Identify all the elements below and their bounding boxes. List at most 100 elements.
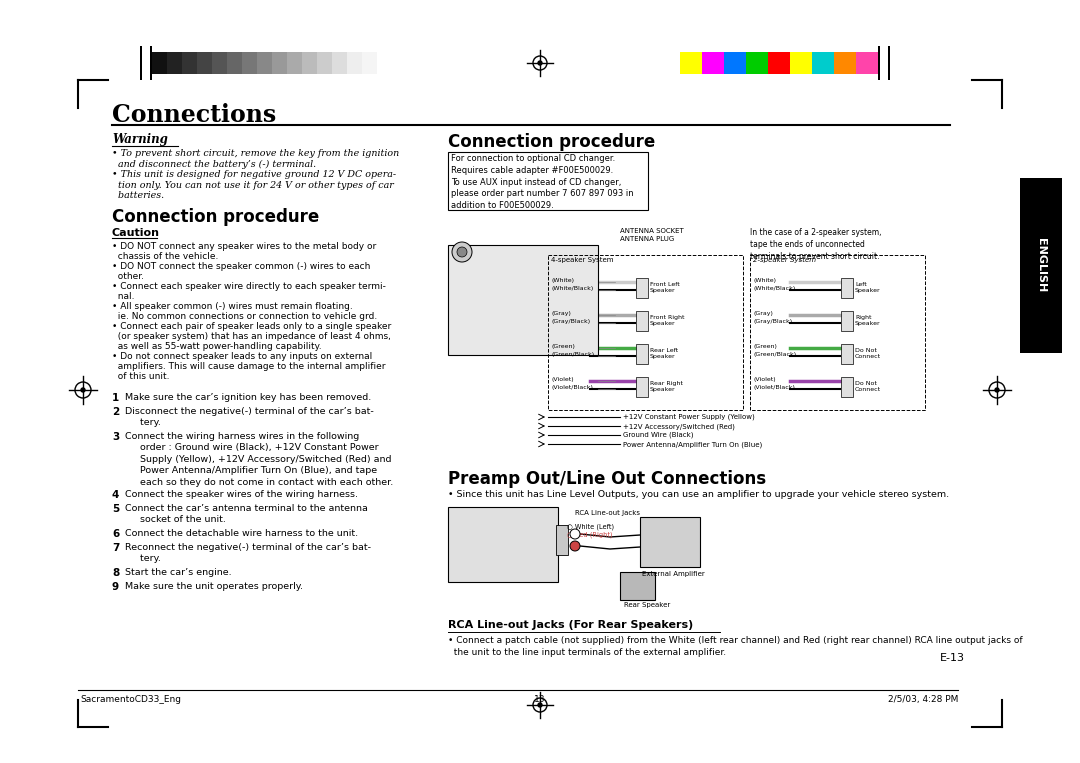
Bar [318,52,332,74]
Circle shape [570,529,580,539]
Bar [841,311,853,331]
Bar [636,311,648,331]
Bar [448,507,558,582]
Bar [834,52,856,74]
Text: • Connect a patch cable (not supplied) from the White (left rear channel) and Re: • Connect a patch cable (not supplied) f… [448,636,1023,657]
Text: ANTENNA SOCKET: ANTENNA SOCKET [620,228,684,234]
Text: RCA Line-out Jacks (For Rear Speakers): RCA Line-out Jacks (For Rear Speakers) [448,620,693,630]
Text: Right
Speaker: Right Speaker [855,315,880,326]
Text: +12V Constant Power Supply (Yellow): +12V Constant Power Supply (Yellow) [623,414,755,420]
Text: 9: 9 [112,582,119,592]
Text: (Gray): (Gray) [552,311,572,316]
Bar [0,0,1080,95]
Text: SacramentoCD33_Eng: SacramentoCD33_Eng [80,695,181,704]
Text: (White): (White) [754,278,777,283]
Bar [197,52,212,74]
Bar [888,46,890,80]
Text: 5: 5 [112,504,119,514]
Text: (Gray): (Gray) [754,311,774,316]
Circle shape [570,541,580,551]
Text: Connect the wiring harness wires in the following
     order : Ground wire (Blac: Connect the wiring harness wires in the … [125,432,393,487]
Text: Do Not
Connect: Do Not Connect [855,381,881,391]
Text: Front Right
Speaker: Front Right Speaker [650,315,685,326]
Text: Make sure the car’s ignition key has been removed.: Make sure the car’s ignition key has bee… [125,393,372,402]
Text: E-13: E-13 [940,653,966,663]
Text: 7: 7 [112,543,120,553]
Text: RCA Line-out Jacks: RCA Line-out Jacks [575,510,640,516]
Bar [841,377,853,397]
Text: Disconnect the negative(-) terminal of the car’s bat-
     tery.: Disconnect the negative(-) terminal of t… [125,407,374,427]
Text: (Green/Black): (Green/Black) [754,352,797,357]
Text: 6: 6 [112,529,119,539]
Text: 2/5/03, 4:28 PM: 2/5/03, 4:28 PM [888,695,958,704]
Bar [332,52,347,74]
Text: (Violet/Black): (Violet/Black) [754,385,796,390]
Circle shape [457,247,467,257]
Text: 4: 4 [112,490,120,500]
Text: For connection to optional CD changer.
Requires cable adapter #F00E500029.
To us: For connection to optional CD changer. R… [451,154,634,210]
Text: ENGLISH: ENGLISH [1036,238,1047,292]
Text: (Green): (Green) [552,344,576,349]
Text: 8: 8 [112,568,119,578]
Text: (Green/Black): (Green/Black) [552,352,595,357]
Text: (Violet): (Violet) [754,377,777,382]
Text: (Gray/Black): (Gray/Black) [552,319,591,324]
Text: (Green): (Green) [754,344,778,349]
Circle shape [453,242,472,262]
Text: 2-speaker System: 2-speaker System [753,257,816,263]
Bar [841,278,853,298]
Bar [212,52,227,74]
Text: Warning: Warning [112,133,167,146]
Text: 13: 13 [535,695,545,704]
Bar [789,52,812,74]
Bar [140,46,141,80]
Bar [287,52,302,74]
Bar [556,525,568,555]
Bar [702,52,724,74]
Text: • Connect each speaker wire directly to each speaker termi-: • Connect each speaker wire directly to … [112,282,386,291]
Text: (Violet): (Violet) [552,377,575,382]
Text: • To prevent short circuit, remove the key from the ignition: • To prevent short circuit, remove the k… [112,149,400,158]
Text: In the case of a 2-speaker system,
tape the ends of unconnected
terminals to pre: In the case of a 2-speaker system, tape … [750,228,881,261]
Text: External Amplifier: External Amplifier [642,571,705,577]
Bar [878,46,879,80]
Bar [856,52,878,74]
Bar [620,572,654,600]
Text: Rear Right
Speaker: Rear Right Speaker [650,381,683,391]
Bar [636,377,648,397]
Text: ie. No common connections or connection to vehicle grd.: ie. No common connections or connection … [112,312,377,321]
Bar [257,52,272,74]
Text: batteries.: batteries. [112,191,164,200]
Text: amplifiers. This will cause damage to the internal amplifier: amplifiers. This will cause damage to th… [112,362,386,371]
Text: nal.: nal. [112,292,135,301]
Text: 2: 2 [112,407,119,417]
Bar [242,52,257,74]
Bar [640,517,700,567]
Text: 4-speaker System: 4-speaker System [551,257,613,263]
Circle shape [81,388,85,392]
Text: (White): (White) [552,278,575,283]
Bar [150,46,151,80]
Bar [636,278,648,298]
Text: 1: 1 [112,393,119,403]
Bar [812,52,834,74]
Text: ○ Red (Right): ○ Red (Right) [567,531,612,537]
Circle shape [538,61,542,65]
Text: Reconnect the negative(-) terminal of the car’s bat-
     tery.: Reconnect the negative(-) terminal of th… [125,543,372,563]
Text: tion only. You can not use it for 24 V or other types of car: tion only. You can not use it for 24 V o… [112,181,394,189]
Text: Front Left
Speaker: Front Left Speaker [650,282,679,293]
Text: Connect the speaker wires of the wiring harness.: Connect the speaker wires of the wiring … [125,490,357,499]
Bar [167,52,183,74]
Bar [152,52,167,74]
Text: • DO NOT connect the speaker common (-) wires to each: • DO NOT connect the speaker common (-) … [112,262,370,271]
Text: Rear Left
Speaker: Rear Left Speaker [650,348,678,359]
Bar [1020,178,1062,353]
Circle shape [995,388,999,392]
Bar [448,152,648,210]
Bar [636,344,648,364]
Text: 3: 3 [112,432,119,442]
Text: (or speaker system) that has an impedance of least 4 ohms,: (or speaker system) that has an impedanc… [112,332,391,341]
Text: Connection procedure: Connection procedure [448,133,656,151]
Text: Connection procedure: Connection procedure [112,208,320,226]
Bar [227,52,242,74]
